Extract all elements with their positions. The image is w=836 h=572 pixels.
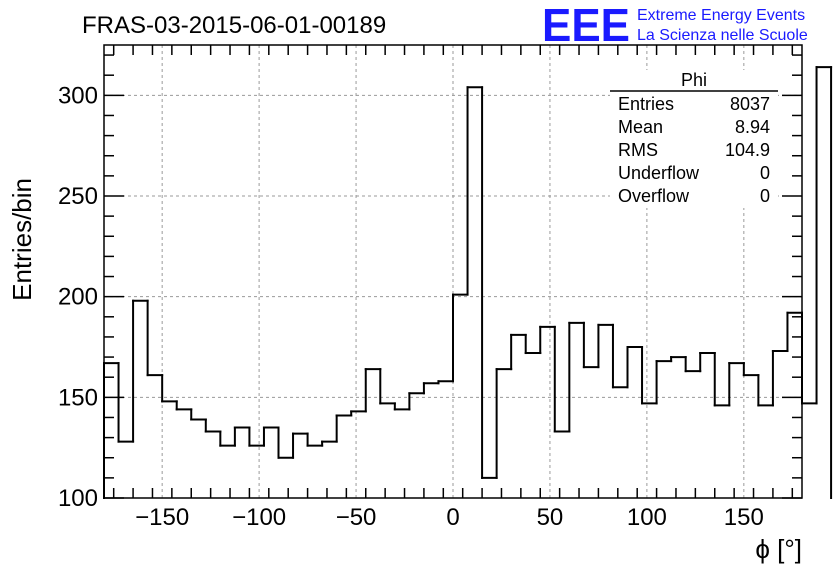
histogram-bin (670, 356, 687, 363)
y-axis-label: Entries/bin (7, 178, 37, 301)
stats-label: Mean (618, 117, 663, 137)
chart-title: FRAS-03-2015-06-01-00189 (82, 12, 386, 39)
histogram-bin (379, 368, 396, 405)
histogram-bin (393, 402, 411, 411)
axis-ticks (104, 45, 802, 499)
x-tick-label: −50 (336, 504, 377, 531)
histogram-bin (568, 321, 585, 433)
histogram-bin (699, 352, 716, 373)
histogram-bin (641, 346, 658, 405)
x-tick-label: −100 (232, 504, 286, 531)
histogram-bin (786, 311, 803, 353)
histogram-bin (422, 382, 440, 395)
logo-line-2: La Scienza nelle Scuole (637, 27, 808, 44)
histogram-bin (117, 362, 135, 443)
y-tick-label: 250 (58, 183, 98, 210)
histogram-bin (684, 356, 702, 373)
x-axis-label: ϕ [°] (755, 534, 802, 564)
stats-value: 0 (760, 163, 770, 183)
y-tick-label: 100 (58, 485, 98, 512)
stats-label: Entries (618, 94, 674, 114)
histogram-bin (306, 432, 324, 447)
histogram-bin (321, 440, 338, 447)
histogram-bin (626, 346, 644, 389)
histogram-bin (292, 432, 309, 459)
y-tick-label: 150 (58, 384, 98, 411)
histogram-bin (190, 408, 207, 421)
stats-box-background (610, 70, 778, 208)
histogram-bin (175, 400, 193, 411)
x-tick-label: 0 (446, 504, 459, 531)
eee-logo-mark: EEE (542, 0, 630, 51)
stats-value: 8037 (730, 94, 770, 114)
stats-value: 8.94 (735, 117, 770, 137)
histogram-bin (553, 325, 571, 433)
stats-label: RMS (618, 140, 658, 160)
histogram-bin (408, 392, 425, 411)
plot-frame (103, 44, 803, 499)
stats-box: Phi Entries 8037 Mean 8.94 RMS 104.9 Und… (610, 70, 778, 208)
histogram-bin (204, 418, 222, 433)
histogram-bin (219, 430, 236, 447)
histogram-bin (146, 299, 164, 377)
histogram-bin (466, 86, 484, 296)
histogram-bin (742, 362, 760, 377)
histogram-bin (655, 360, 673, 405)
tick-labels: −150 −100 −50 0 50 100 150 100 150 200 250 300 (58, 82, 764, 531)
histogram-bin (611, 323, 629, 389)
x-tick-label: −150 (135, 504, 189, 531)
histogram-bin (233, 426, 251, 447)
eee-logo: EEE Extreme Energy Events La Scienza nel… (542, 0, 808, 51)
stats-label: Underflow (618, 163, 700, 183)
stats-value: 0 (760, 186, 770, 206)
x-tick-label: 50 (537, 504, 564, 531)
histogram-bin (495, 368, 513, 479)
histogram-bin (539, 325, 556, 355)
histogram-bin (364, 368, 382, 413)
histogram-bin (771, 350, 789, 407)
histogram-bin (597, 323, 614, 369)
histogram-bin (801, 311, 818, 405)
histogram-bin (757, 374, 774, 407)
logo-line-1: Extreme Energy Events (637, 7, 805, 24)
histogram-bin (582, 321, 600, 369)
stats-box-title: Phi (681, 70, 707, 90)
histogram-bin (132, 299, 149, 443)
histogram-bin (277, 426, 295, 459)
histogram-bin (728, 362, 745, 407)
histogram-bin (335, 414, 353, 443)
histogram-bin (350, 410, 367, 417)
histogram-bin (510, 333, 527, 371)
histogram-bin (262, 426, 280, 447)
x-tick-label: 150 (724, 504, 764, 531)
histogram-bin (524, 333, 542, 355)
y-tick-label: 300 (58, 82, 98, 109)
y-tick-label: 200 (58, 284, 98, 311)
histogram-bin (815, 66, 833, 499)
histogram-bin (452, 293, 469, 383)
histogram-bin (161, 374, 178, 403)
histogram-bin (248, 426, 265, 447)
histogram-bin (437, 380, 454, 385)
stats-value: 104.9 (725, 140, 770, 160)
histogram-bin (481, 86, 498, 479)
histogram-bin (713, 352, 731, 407)
x-tick-label: 100 (627, 504, 667, 531)
stats-label: Overflow (618, 186, 690, 206)
